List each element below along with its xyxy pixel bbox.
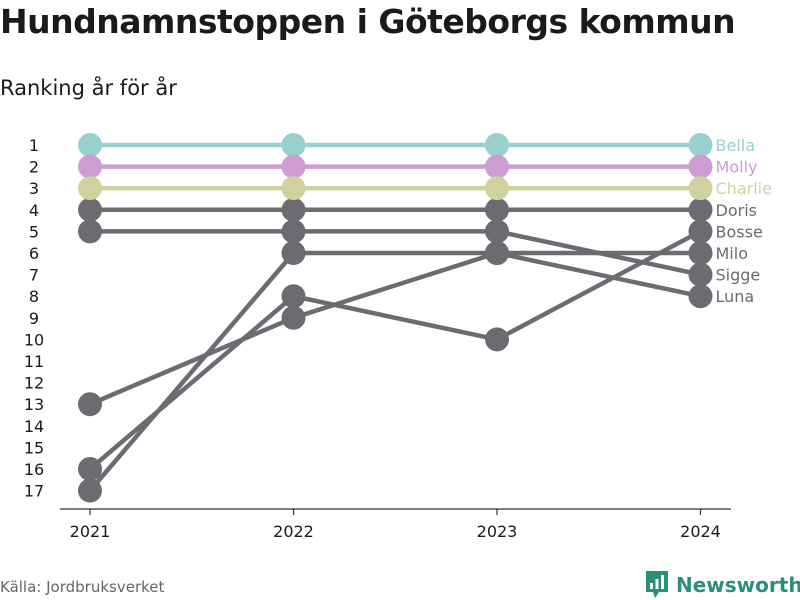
y-tick-label: 13 xyxy=(24,395,44,414)
series-point xyxy=(688,197,713,222)
chart-title: Hundnamnstoppen i Göteborgs kommun xyxy=(0,2,736,41)
series-point xyxy=(281,219,306,244)
series-point xyxy=(78,392,102,417)
series-end-label: Sigge xyxy=(716,266,761,285)
series-point xyxy=(688,284,713,309)
series-point xyxy=(688,241,713,265)
series-point xyxy=(78,478,102,503)
series-end-label: Bosse xyxy=(716,222,763,241)
series-point xyxy=(281,197,306,222)
series-point xyxy=(281,154,306,179)
y-tick-label: 11 xyxy=(24,352,44,371)
x-tick-label: 2024 xyxy=(680,522,721,541)
series-point xyxy=(485,154,509,179)
series-point xyxy=(281,176,306,201)
series-point xyxy=(78,176,102,201)
series-point xyxy=(281,241,306,265)
series-end-label: Milo xyxy=(716,244,748,263)
series-point xyxy=(485,197,509,222)
series-line xyxy=(87,229,703,277)
series-end-label: Charlie xyxy=(716,179,772,198)
series-point xyxy=(78,219,102,244)
series-point xyxy=(688,176,713,201)
y-tick-label: 16 xyxy=(24,460,44,479)
series-point xyxy=(485,219,509,244)
series-point xyxy=(78,457,102,481)
series-point xyxy=(281,284,306,309)
series-end-label: Bella xyxy=(716,136,756,155)
y-tick-label: 3 xyxy=(29,179,39,198)
series-end-label: Doris xyxy=(716,201,757,220)
y-tick-label: 12 xyxy=(24,374,44,393)
y-tick-label: 8 xyxy=(29,287,39,306)
y-tick-label: 6 xyxy=(29,244,39,263)
series-point xyxy=(78,154,102,179)
series-point xyxy=(485,133,509,157)
series-point xyxy=(485,241,509,265)
y-tick-label: 7 xyxy=(29,266,39,285)
y-tick-label: 17 xyxy=(24,482,44,501)
y-tick-label: 10 xyxy=(24,330,44,349)
series-point xyxy=(688,133,713,157)
y-tick-label: 5 xyxy=(29,222,39,241)
series-end-label: Molly xyxy=(716,158,758,177)
series-line xyxy=(87,250,703,493)
source-note: Källa: Jordbruksverket xyxy=(0,578,165,596)
chart-subtitle: Ranking år för år xyxy=(0,76,177,100)
newsworthy-brand[interactable]: Newsworthy xyxy=(644,570,800,600)
brand-name: Newsworthy xyxy=(676,573,800,597)
series-point xyxy=(78,197,102,222)
x-tick-label: 2023 xyxy=(477,522,518,541)
newsworthy-logo-icon xyxy=(646,571,668,598)
y-tick-label: 1 xyxy=(29,136,39,155)
series-end-label: Luna xyxy=(716,287,755,306)
series-point xyxy=(281,133,306,157)
series-point xyxy=(281,305,306,330)
series-point xyxy=(485,327,509,352)
x-tick-label: 2021 xyxy=(70,522,111,541)
y-tick-label: 4 xyxy=(29,201,39,220)
series-point xyxy=(688,154,713,179)
series-point xyxy=(688,219,713,244)
series-point xyxy=(688,262,713,287)
y-tick-label: 2 xyxy=(29,158,39,177)
series-line xyxy=(87,250,703,407)
y-tick-label: 9 xyxy=(29,309,39,328)
series-point xyxy=(78,133,102,157)
x-tick-label: 2022 xyxy=(273,522,314,541)
y-tick-label: 14 xyxy=(24,417,44,436)
series-point xyxy=(485,176,509,201)
series-line xyxy=(87,229,703,472)
y-tick-label: 15 xyxy=(24,438,44,457)
